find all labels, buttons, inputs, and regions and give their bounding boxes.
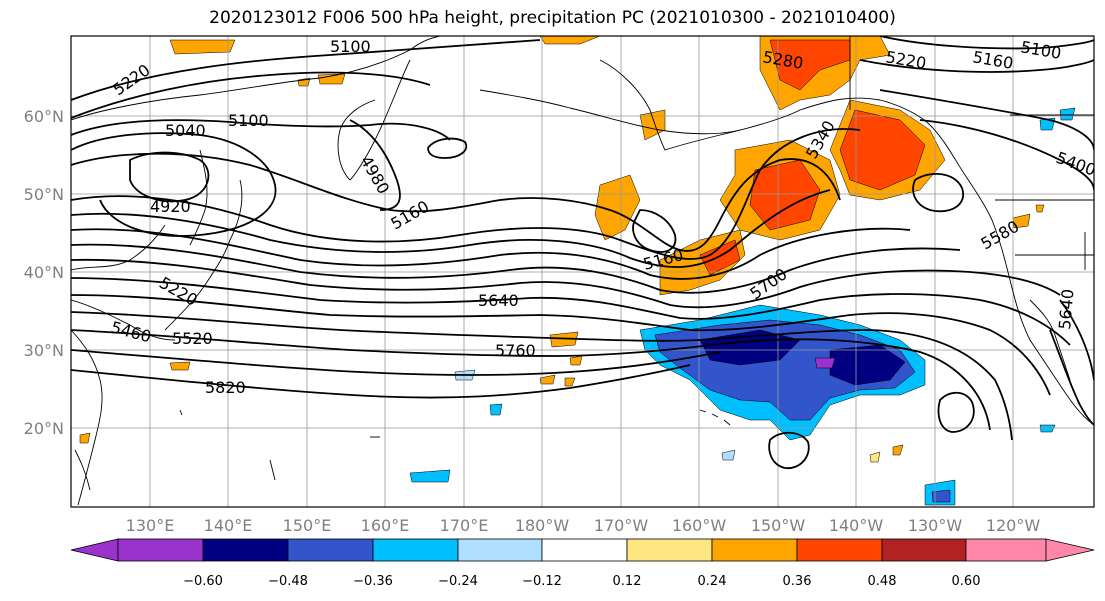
contour-label: 5760 xyxy=(495,341,536,360)
lat-label: 50°N xyxy=(24,185,64,204)
contour-label: 5040 xyxy=(165,121,206,140)
colorbar-tick-label: 0.24 xyxy=(698,574,727,589)
colorbar-segment xyxy=(796,538,883,562)
colorbar-extend-high xyxy=(1045,538,1095,562)
colorbar-ticks: −0.60 −0.48 −0.36 −0.24 −0.12 0.12 0.24 … xyxy=(183,574,980,589)
contour-label: 5640 xyxy=(1055,288,1077,330)
plot-frame xyxy=(70,35,1095,508)
contour-label: 5520 xyxy=(172,329,213,348)
contour-label: 4920 xyxy=(150,197,191,216)
coastlines xyxy=(71,36,1094,506)
colorbar-segment xyxy=(287,538,374,562)
colorbar-tick-label: 0.36 xyxy=(783,574,812,589)
contour-label: 5100 xyxy=(330,37,371,56)
colorbar-tick-label: −0.36 xyxy=(353,574,393,589)
colorbar-segment xyxy=(372,538,459,562)
lon-label: 150°E xyxy=(283,516,332,535)
colorbar-tick-label: −0.60 xyxy=(183,574,223,589)
colorbar-tick-label: 0.60 xyxy=(952,574,981,589)
contour-label: 5100 xyxy=(228,111,269,130)
height-contours xyxy=(71,36,1094,469)
plot-area xyxy=(71,36,1094,507)
lon-label: 130°W xyxy=(908,516,963,535)
lon-label: 160°E xyxy=(361,516,410,535)
colorbar-tick-label: −0.48 xyxy=(268,574,308,589)
colorbar-segment xyxy=(626,538,713,562)
lon-label: 130°E xyxy=(126,516,175,535)
lat-label: 60°N xyxy=(24,107,64,126)
lat-label: 20°N xyxy=(24,419,64,438)
colorbar-segment xyxy=(457,538,543,562)
lon-label: 170°W xyxy=(594,516,649,535)
contour-label: 5820 xyxy=(205,378,246,397)
lon-label: 160°W xyxy=(672,516,727,535)
colorbar-segment xyxy=(965,538,1047,562)
lat-label: 30°N xyxy=(24,341,64,360)
lat-label: 40°N xyxy=(24,263,64,282)
colorbar-tick-label: 0.48 xyxy=(868,574,897,589)
colorbar-extend-low xyxy=(70,538,119,562)
colorbar-segment xyxy=(202,538,289,562)
lon-label: 150°W xyxy=(751,516,806,535)
lon-label: 180°W xyxy=(515,516,570,535)
colorbar-segment xyxy=(881,538,967,562)
longitude-labels: 130°E 140°E 150°E 160°E 170°E 180°W 170°… xyxy=(126,516,1041,535)
contour-label: 5640 xyxy=(478,291,519,310)
lon-label: 120°W xyxy=(986,516,1041,535)
colorbar-tick-label: −0.24 xyxy=(438,574,478,589)
lon-label: 140°W xyxy=(829,516,884,535)
colorbar-segment xyxy=(117,538,204,562)
colorbar-segment xyxy=(711,538,798,562)
colorbar xyxy=(70,538,1095,562)
colorbar-tick-label: −0.12 xyxy=(522,574,562,589)
latitude-labels: 60°N 50°N 40°N 30°N 20°N xyxy=(24,107,64,438)
lon-label: 140°E xyxy=(204,516,253,535)
colorbar-tick-label: 0.12 xyxy=(613,574,642,589)
map-title: 2020123012 F006 500 hPa height, precipit… xyxy=(209,8,896,28)
colorbar-segment xyxy=(541,538,628,562)
lon-label: 170°E xyxy=(440,516,489,535)
